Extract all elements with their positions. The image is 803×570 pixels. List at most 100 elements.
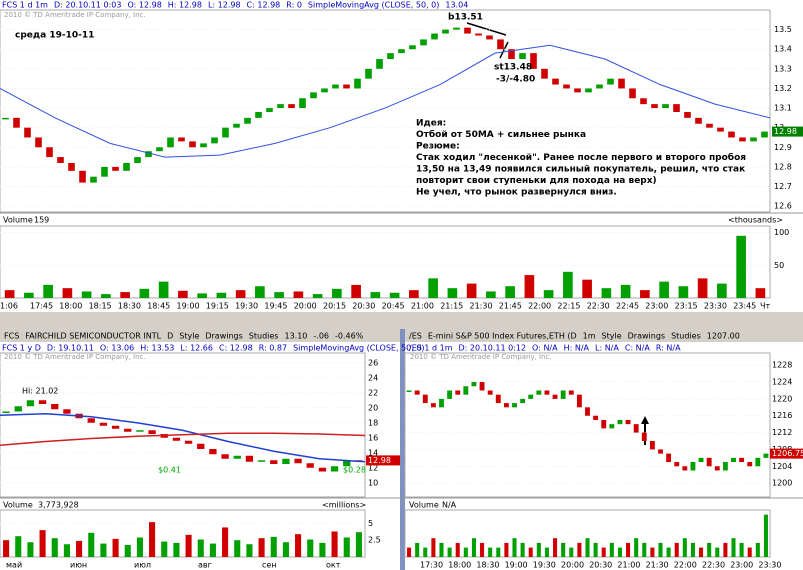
x-tick-label: 21:30	[646, 561, 669, 570]
candle	[178, 137, 185, 142]
candle	[365, 68, 372, 79]
volume-bar	[149, 522, 156, 557]
volume-bar	[658, 542, 663, 557]
candle	[640, 98, 647, 105]
candle	[497, 39, 504, 50]
volume-bar	[4, 290, 15, 298]
volume-bar	[447, 288, 458, 298]
candle	[728, 131, 735, 138]
header-field[interactable]: Style	[602, 332, 622, 341]
x-tick-label: 18:00	[448, 561, 471, 570]
idea-line: 13,50 на 13,49 появился сильный покупате…	[416, 165, 745, 175]
volume-bar	[707, 542, 712, 557]
candle	[2, 117, 9, 120]
header-field[interactable]: Studies	[671, 332, 701, 341]
candle	[447, 390, 453, 399]
volume-bar	[569, 547, 574, 557]
header-field: SimpleMovingAvg (CLOSE, 50, 0)	[308, 1, 439, 10]
candle	[35, 137, 42, 148]
volume-bar	[536, 542, 541, 557]
volume-bar	[161, 541, 168, 557]
volume-bar	[258, 538, 265, 557]
x-tick-label: май	[6, 561, 22, 570]
header-field[interactable]: D	[167, 332, 173, 341]
annotation: -3/-4.80	[496, 75, 535, 85]
x-tick-label: 18:00	[59, 302, 82, 311]
candle	[609, 424, 615, 429]
y-tick-label: 14	[368, 448, 378, 457]
volume-bar	[505, 286, 515, 298]
header-field[interactable]: 1207.00	[707, 332, 740, 341]
header-field[interactable]: /ES	[409, 332, 422, 341]
header-field[interactable]: FAIRCHILD SEMICONDUCTOR INTL	[25, 332, 161, 341]
candle	[79, 170, 86, 183]
volume-bar	[24, 292, 34, 298]
header-field: FCS 1 d 1m	[2, 1, 48, 10]
volume-bar	[307, 539, 314, 557]
volume-bar	[488, 547, 493, 557]
header-field[interactable]: 1m	[583, 332, 596, 341]
header-field[interactable]: FCS	[4, 332, 19, 341]
volume-title: Volume	[3, 216, 33, 225]
volume-bar	[723, 542, 728, 557]
candle	[763, 453, 769, 458]
volume-bar	[601, 288, 612, 298]
candle	[277, 104, 284, 109]
x-tick-label: 23:15	[675, 302, 698, 311]
volume-bar	[561, 542, 566, 557]
volume-bar	[763, 514, 768, 557]
x-tick-label: 23:00	[645, 302, 668, 311]
header-field: L: 12.98	[208, 1, 241, 10]
x-tick-label: 19:30	[533, 561, 556, 570]
candle	[282, 458, 290, 464]
y-tick-label: 13.2	[774, 84, 792, 93]
volume-bar	[312, 294, 323, 298]
header-field[interactable]: E-mini S&P 500 Index Futures,ETH (D	[428, 332, 577, 341]
arrow-head	[641, 416, 649, 424]
header-field[interactable]: -.06	[313, 332, 329, 341]
arrow	[466, 22, 507, 36]
header-field[interactable]: -0.46%	[335, 332, 364, 341]
candle	[544, 390, 550, 395]
x-tick-label: 17:30	[420, 561, 443, 570]
header-field: R: N/A	[656, 344, 681, 353]
y-tick-label: 50	[774, 261, 784, 270]
last-price: 12.98	[368, 456, 391, 465]
candle	[512, 403, 517, 408]
x-tick-label: 19:00	[505, 561, 528, 570]
volume-bar	[274, 292, 284, 298]
candle	[520, 398, 526, 404]
candle	[695, 117, 702, 124]
volume-title: Volume	[3, 501, 33, 510]
volume-bar	[62, 288, 73, 298]
x-tick-label: июл	[134, 561, 151, 570]
volume-bar	[185, 534, 192, 557]
candle	[471, 382, 477, 387]
candle	[233, 123, 240, 128]
volume-value: 3,773,928	[38, 501, 79, 510]
candle	[563, 84, 570, 89]
header-field[interactable]: Drawings	[205, 332, 242, 341]
x-tick-label: 21:30	[470, 302, 493, 311]
volume-title: Volume	[409, 501, 439, 510]
volume-bar	[27, 542, 34, 557]
candle	[321, 88, 328, 93]
volume-bar	[120, 292, 130, 298]
candle	[266, 108, 273, 112]
candle	[57, 157, 64, 163]
volume-bar	[112, 538, 119, 557]
candle	[221, 454, 229, 459]
candle	[641, 432, 647, 441]
x-tick-label: 22:00	[528, 302, 551, 311]
header-field[interactable]: Drawings	[628, 332, 665, 341]
header-field[interactable]: Studies	[249, 332, 279, 341]
header-field[interactable]: Style	[179, 332, 199, 341]
x-tick-label: 23:30	[704, 302, 727, 311]
candle	[184, 440, 193, 444]
annotation: $0.41	[158, 466, 181, 475]
volume-bar	[747, 547, 752, 557]
x-tick-label: 20:30	[589, 561, 612, 570]
header-field[interactable]: 13.10	[284, 332, 307, 341]
volume-bar	[124, 544, 131, 557]
